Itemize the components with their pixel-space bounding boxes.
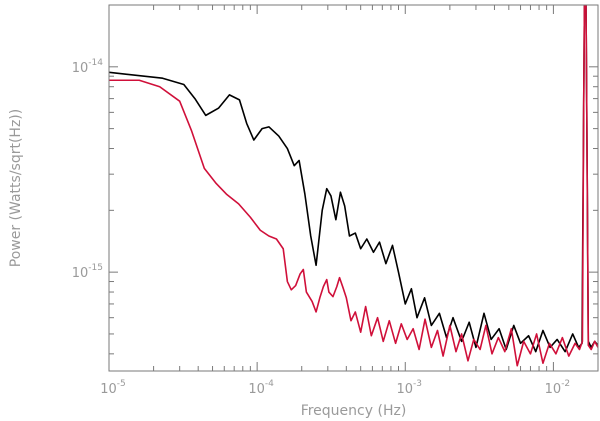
- y-axis-title: Power (Watts/sqrt(Hz)): [8, 109, 24, 267]
- y-tick-label: 10-14: [72, 58, 104, 76]
- series-line-2: [109, 5, 598, 367]
- x-tick-label: 10-3: [397, 379, 423, 397]
- x-tick-labels: 10-5 10-4 10-3 10-2: [100, 379, 570, 397]
- plot-frame: [108, 4, 599, 372]
- y-tick-labels: 10-15 10-14: [72, 58, 104, 281]
- minor-ticks: [109, 4, 599, 371]
- x-tick-label: 10-4: [248, 379, 274, 397]
- series-line-1: [109, 5, 598, 353]
- plot-series: [109, 5, 598, 367]
- x-tick-label: 10-2: [545, 379, 571, 397]
- x-tick-label: 10-5: [100, 379, 126, 397]
- major-ticks: [108, 5, 598, 371]
- x-axis-title: Frequency (Hz): [301, 403, 407, 419]
- y-tick-label: 10-15: [72, 263, 103, 281]
